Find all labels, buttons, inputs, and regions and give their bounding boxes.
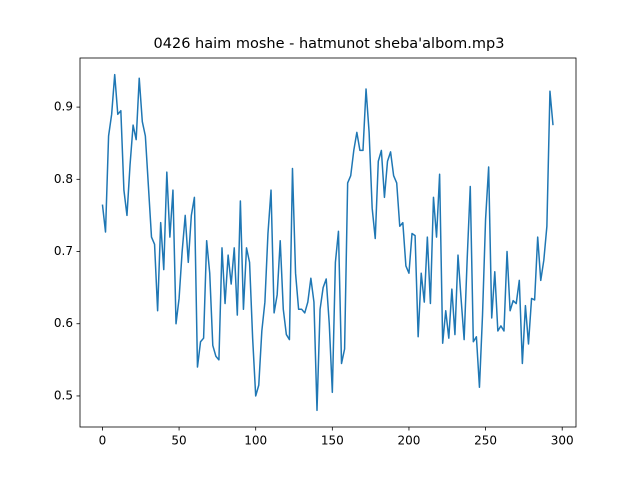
y-tick-label: 0.7	[54, 244, 73, 258]
x-tick-label: 150	[321, 434, 344, 448]
data-line	[101, 73, 554, 412]
x-tick-label: 50	[171, 434, 186, 448]
x-tick-label: 250	[474, 434, 497, 448]
chart-title: 0426 haim moshe - hatmunot sheba'albom.m…	[154, 36, 505, 52]
y-tick-label: 0.6	[54, 316, 73, 330]
x-tick-label: 300	[551, 434, 574, 448]
y-tick-label: 0.9	[54, 100, 73, 114]
y-tick-label: 0.5	[54, 388, 73, 402]
x-tick-label: 0	[99, 434, 107, 448]
x-tick-label: 100	[244, 434, 267, 448]
x-tick-label: 200	[398, 434, 421, 448]
y-tick-label: 0.8	[54, 172, 73, 186]
plot-frame	[79, 57, 577, 428]
